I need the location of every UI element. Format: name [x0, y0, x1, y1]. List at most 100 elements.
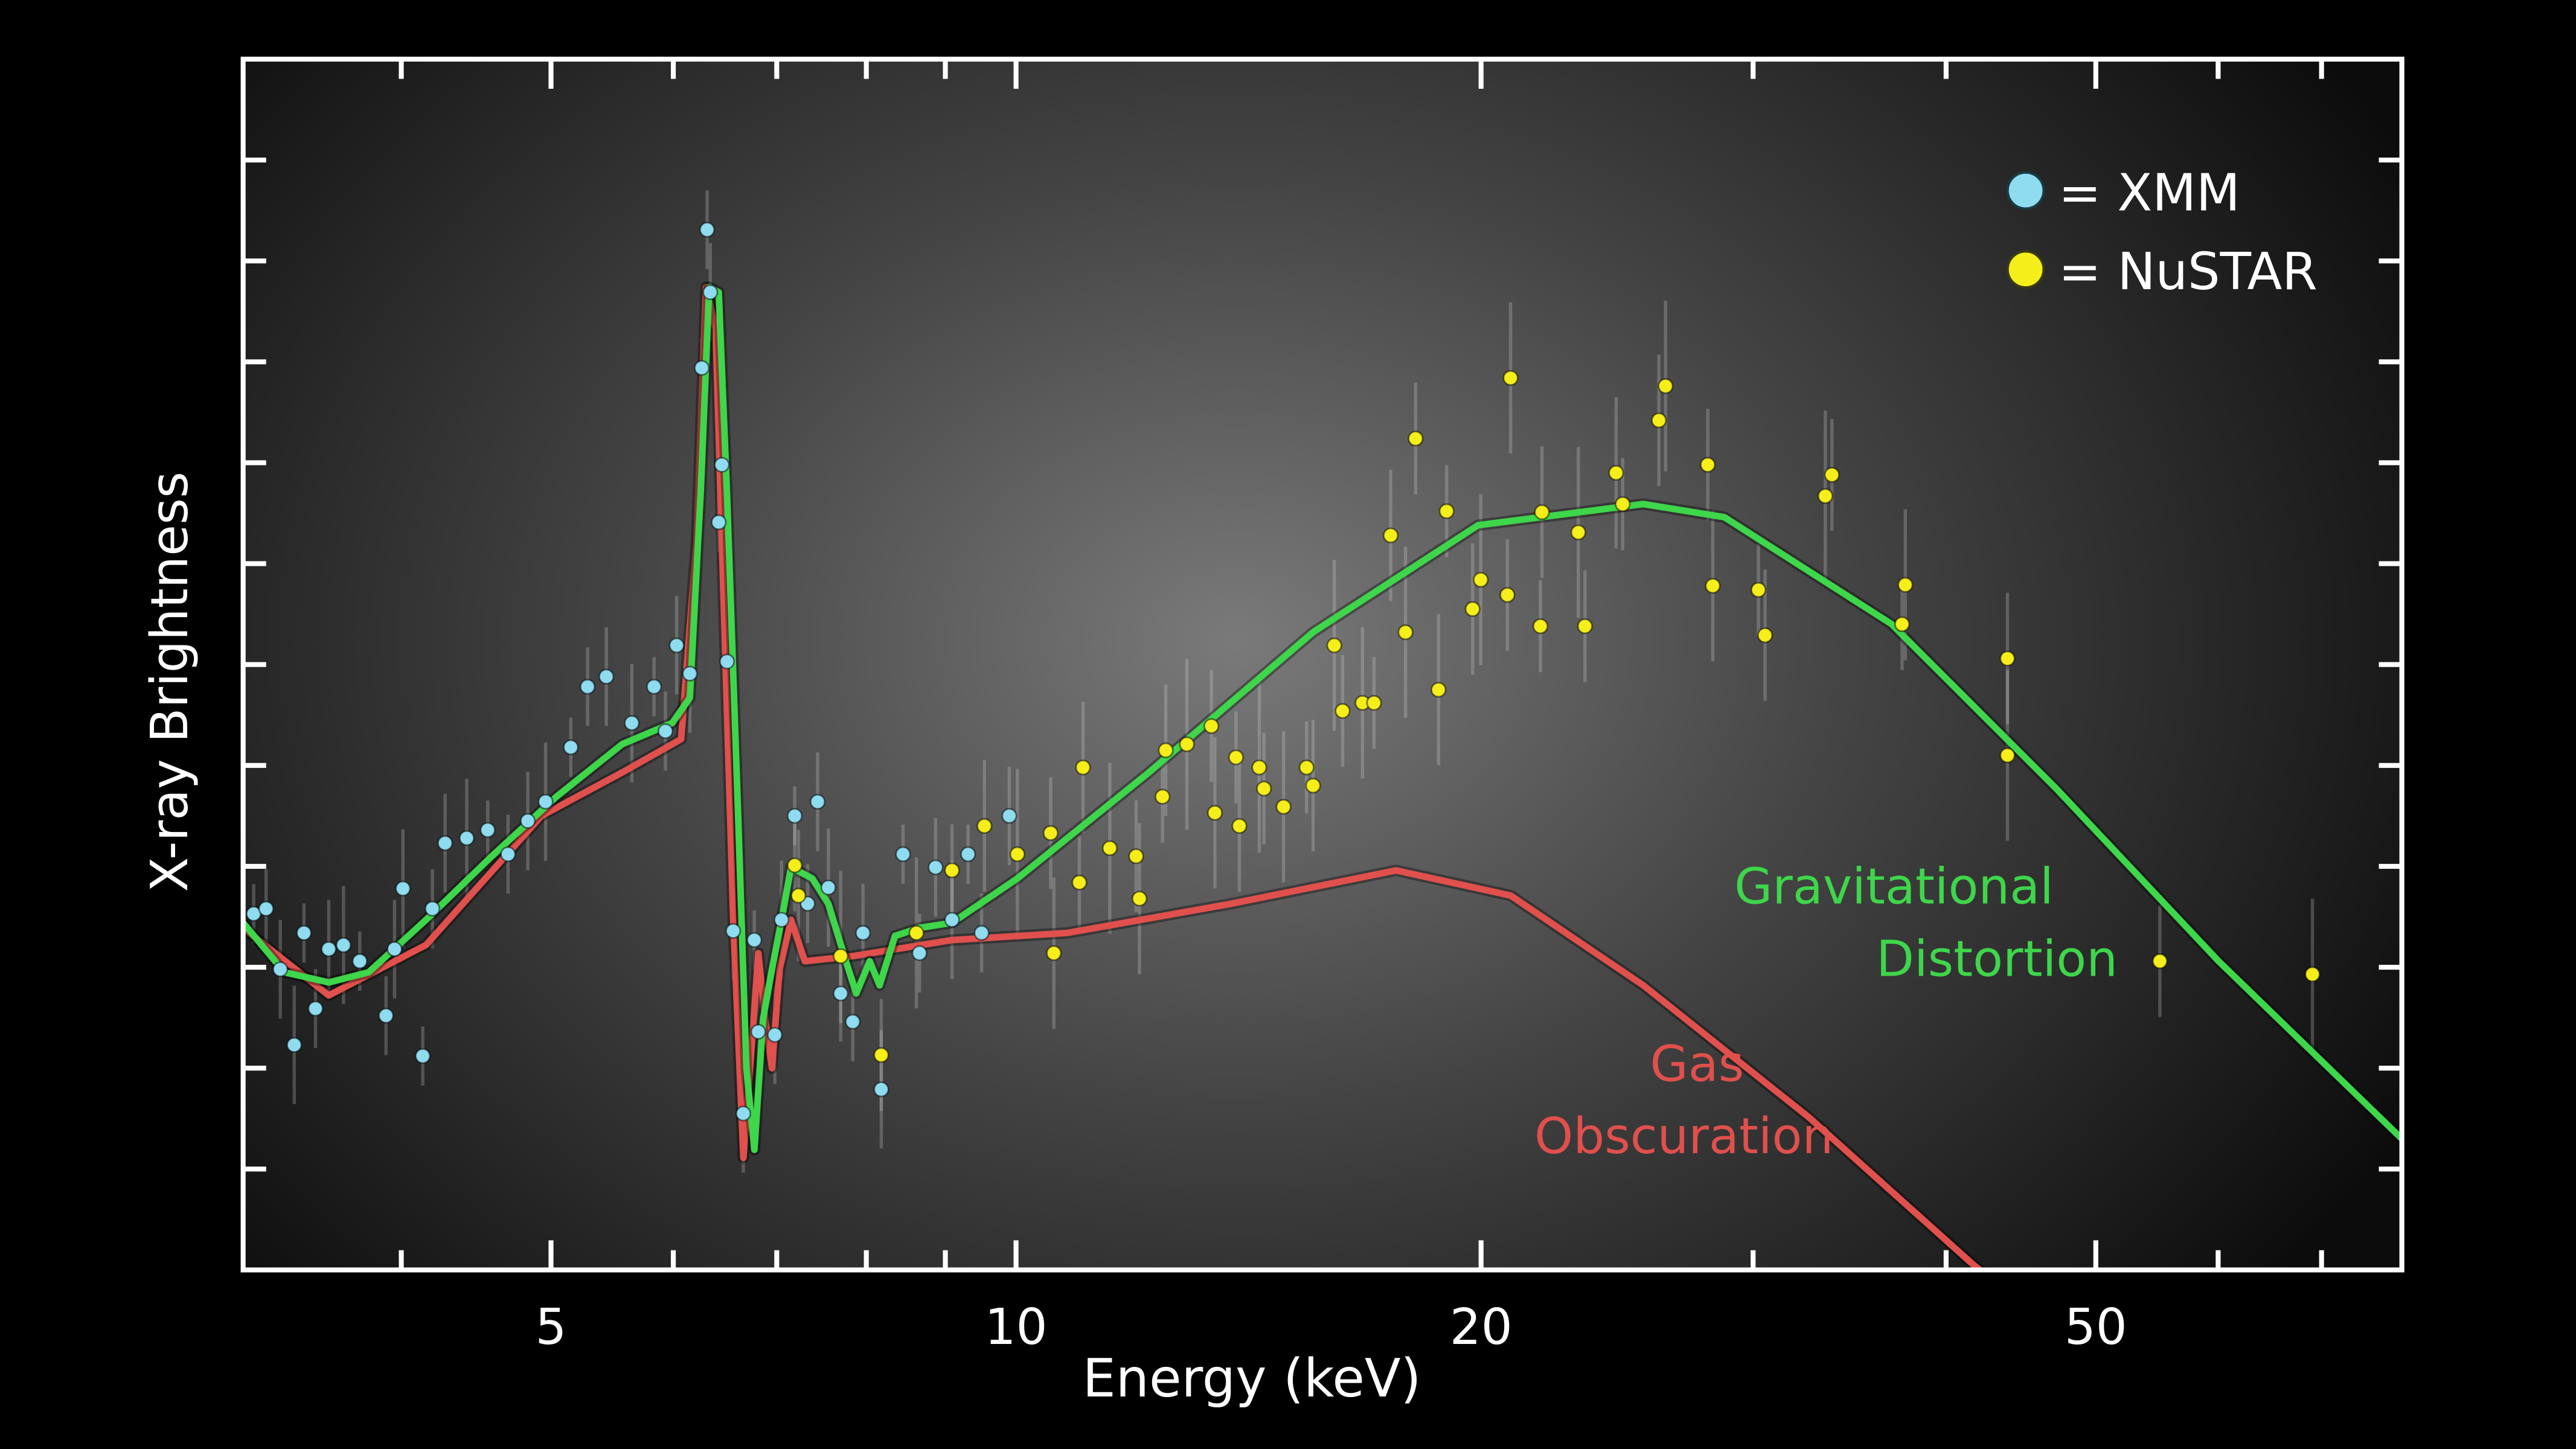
point-xmm: [682, 665, 698, 682]
point-nustar: [1817, 488, 1833, 504]
y-axis-label: X-ray Brightness: [140, 472, 199, 892]
point-xmm: [694, 360, 710, 376]
point-nustar: [1075, 760, 1091, 776]
legend-marker-nustar: [2006, 250, 2045, 289]
point-nustar: [1757, 627, 1773, 644]
point-xmm: [873, 1081, 889, 1098]
point-xmm: [437, 835, 453, 851]
point-xmm: [272, 961, 289, 977]
point-xmm: [855, 925, 871, 941]
point-nustar: [1275, 799, 1292, 815]
point-xmm: [646, 679, 662, 695]
point-nustar: [1608, 465, 1624, 481]
point-nustar: [1438, 503, 1455, 519]
point-nustar: [1231, 818, 1248, 834]
point-nustar: [1897, 577, 1914, 593]
point-xmm: [395, 880, 411, 897]
label-obscuration: Obscuration: [1534, 1108, 1833, 1165]
point-xmm: [735, 1105, 752, 1122]
point-nustar: [1999, 747, 2016, 764]
point-xmm: [833, 985, 849, 1002]
label-gas: Gas: [1650, 1035, 1745, 1093]
plot-frame: [240, 56, 2405, 1273]
point-xmm: [767, 1026, 783, 1043]
point-nustar: [1179, 736, 1195, 752]
x-tick-label: 10: [985, 1299, 1048, 1356]
point-xmm: [1001, 808, 1017, 824]
point-nustar: [1999, 650, 2016, 667]
point-xmm: [787, 808, 803, 824]
point-nustar: [1824, 467, 1840, 483]
point-nustar: [1570, 524, 1586, 540]
point-nustar: [1499, 587, 1516, 603]
point-xmm: [258, 901, 274, 917]
point-nustar: [1700, 456, 1716, 473]
point-xmm: [519, 813, 536, 829]
point-nustar: [1131, 891, 1148, 907]
label-distortion: Distortion: [1876, 930, 2118, 988]
point-xmm: [425, 901, 441, 917]
point-xmm: [809, 793, 826, 810]
point-nustar: [1128, 848, 1144, 865]
point-nustar: [1383, 527, 1399, 543]
point-xmm: [624, 715, 640, 731]
point-xmm: [944, 912, 960, 928]
point-nustar: [1894, 616, 1911, 632]
point-nustar: [1071, 874, 1088, 891]
point-xmm: [415, 1048, 431, 1064]
curve-gravitational-distortion: [243, 284, 2402, 1153]
plot-background: [243, 59, 2402, 1270]
point-nustar: [1256, 781, 1272, 797]
point-xmm: [714, 456, 730, 473]
point-nustar: [1473, 572, 1489, 588]
point-nustar: [1408, 430, 1424, 447]
axis-ticks: [243, 59, 2402, 1270]
point-nustar: [1397, 624, 1414, 641]
point-nustar: [1651, 412, 1667, 429]
point-nustar: [787, 857, 803, 874]
point-nustar: [1326, 637, 1342, 653]
point-nustar: [1464, 601, 1481, 617]
point-xmm: [598, 668, 615, 685]
point-nustar: [1502, 369, 1519, 386]
point-xmm: [351, 953, 368, 970]
point-nustar: [833, 948, 849, 964]
point-xmm: [911, 945, 928, 961]
point-xmm: [820, 879, 836, 896]
point-xmm: [668, 637, 685, 653]
point-xmm: [774, 912, 790, 928]
point-nustar: [1046, 945, 1062, 961]
point-nustar: [1298, 760, 1315, 776]
point-nustar: [1658, 378, 1674, 394]
point-nustar: [944, 862, 960, 878]
point-xmm: [895, 846, 911, 862]
point-nustar: [1615, 496, 1631, 513]
point-xmm: [960, 846, 976, 862]
label-gravitational: Gravitational: [1734, 859, 2054, 916]
point-xmm: [537, 793, 554, 810]
point-nustar: [908, 925, 924, 941]
x-tick-label: 50: [2065, 1299, 2127, 1356]
point-nustar: [1206, 805, 1223, 821]
point-nustar: [1203, 718, 1220, 734]
point-xmm: [321, 941, 337, 958]
point-xmm: [657, 723, 674, 740]
point-nustar: [1305, 778, 1321, 794]
data-points: [246, 222, 2321, 1122]
point-xmm: [286, 1037, 303, 1053]
point-nustar: [1158, 742, 1174, 758]
point-nustar: [2304, 966, 2321, 982]
point-nustar: [1334, 703, 1351, 719]
point-nustar: [1155, 788, 1171, 805]
model-curves: [243, 281, 2402, 1270]
point-nustar: [1577, 618, 1593, 635]
point-nustar: [1101, 840, 1118, 856]
point-nustar: [1042, 825, 1059, 841]
point-xmm: [307, 1000, 324, 1017]
point-nustar: [1009, 846, 1025, 862]
point-xmm: [750, 1023, 766, 1040]
point-nustar: [873, 1047, 889, 1063]
point-xmm: [699, 222, 716, 238]
point-xmm: [845, 1014, 861, 1030]
